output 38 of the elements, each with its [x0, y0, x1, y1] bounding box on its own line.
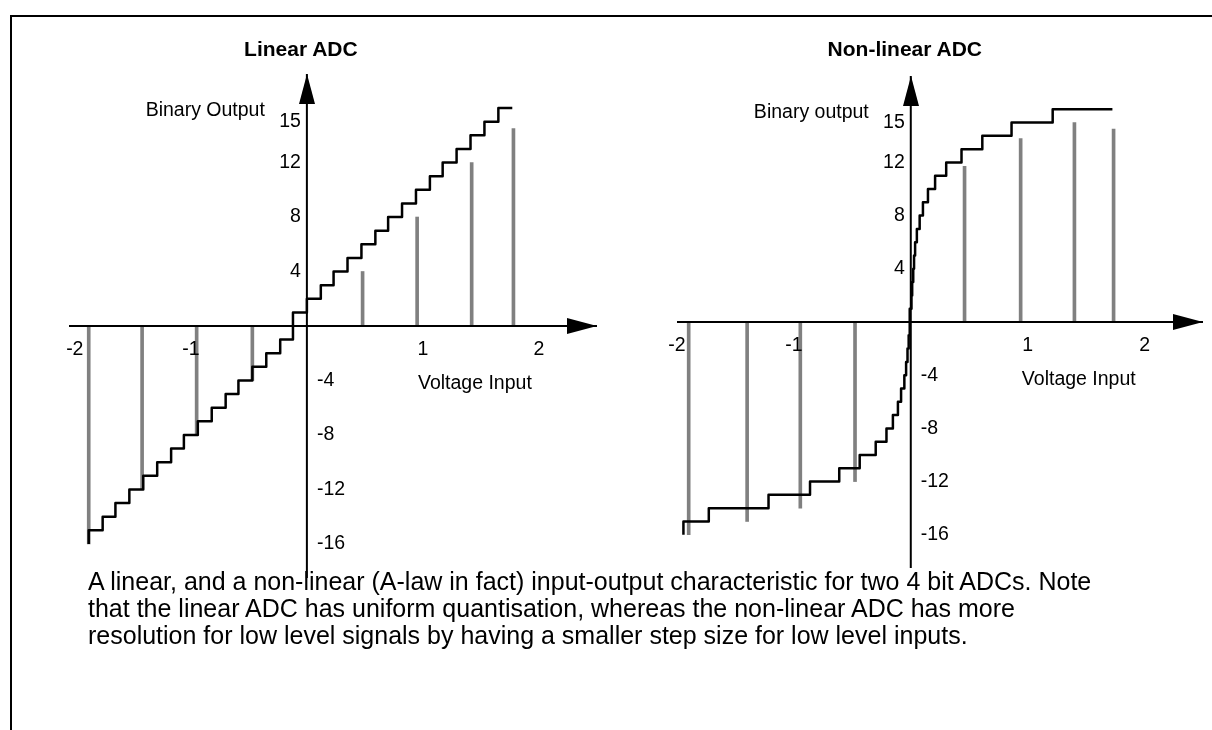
y2-tick-label: -16: [920, 522, 949, 545]
y-tick-label: 15: [883, 109, 905, 132]
bar: [469, 162, 474, 327]
y2-tick-label: -4: [316, 367, 335, 390]
bar: [140, 325, 144, 490]
y-tick-label: 8: [290, 204, 301, 227]
bar: [686, 321, 691, 536]
y-tick-label: 12: [883, 149, 905, 172]
chart-title: Non-linear ADC: [827, 36, 982, 60]
x-tick-label: -2: [668, 333, 686, 356]
bar: [745, 321, 749, 522]
x-tick-label: -1: [785, 333, 803, 356]
y-tick-label: 4: [290, 258, 302, 281]
x-tick-label: -1: [182, 337, 200, 360]
y-tick-label: 8: [893, 203, 905, 225]
chart-title: Linear ADC: [244, 36, 358, 60]
x-tick-label: 2: [1139, 333, 1150, 356]
y-tick-label: 12: [279, 149, 301, 172]
y-axis-title: Binary output: [753, 100, 870, 123]
x-tick-label: -2: [66, 337, 84, 360]
x-tick-label: 2: [533, 337, 545, 360]
y-tick-label: 4: [893, 256, 905, 279]
x-axis-title: Voltage Input: [417, 371, 533, 394]
bar: [853, 321, 857, 482]
y-tick-label: 15: [279, 109, 302, 132]
annotation: A linear, and a non-linear (A-law in fact) input-output characteristic for two 4 bit ADCs. Note that the linear ADC has uniform quantisation, whereas the non-linear ADC has more resolution for low level signals by having a smaller step size for low level inputs.: [88, 567, 1093, 649]
y2-tick-label: -8: [920, 415, 939, 438]
y-axis-title: Binary Output: [145, 98, 266, 121]
y2-tick-label: -4: [920, 362, 939, 385]
y2-tick-label: -8: [316, 422, 335, 445]
y2-tick-label: -16: [316, 531, 346, 554]
x-tick-label: 1: [1022, 333, 1034, 356]
bar: [86, 325, 91, 545]
y2-tick-label: -12: [920, 468, 949, 491]
x-axis-title: Voltage Input: [1021, 367, 1137, 390]
x-tick-label: 1: [417, 337, 429, 360]
y2-tick-label: -12: [316, 476, 346, 499]
bar: [415, 216, 419, 327]
